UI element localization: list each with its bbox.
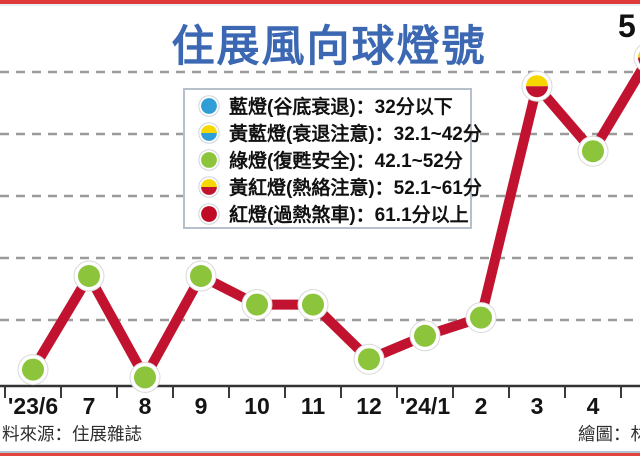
legend-label: 黃藍燈(衰退注意)：32.1~42分 <box>229 124 482 145</box>
legend-item-blue: 藍燈(谷底衰退)：32分以下 <box>198 92 470 119</box>
data-point-marker <box>134 366 156 389</box>
data-point-marker-top <box>526 75 548 87</box>
source-text: 料來源：住展雜誌 <box>2 424 142 444</box>
x-axis-label: 11 <box>301 393 326 419</box>
credit-text: 繪圖：林 <box>578 424 640 444</box>
data-point-marker <box>78 265 100 287</box>
legend-label: 紅燈(過熱煞車)：61.1分以上 <box>229 205 469 226</box>
data-point-marker <box>22 358 44 381</box>
x-axis-label: 10 <box>244 393 270 419</box>
legend-item-yellow-red: 黃紅燈(熱絡注意)：52.1~61分 <box>198 173 482 200</box>
x-axis-label: 7 <box>83 393 96 419</box>
data-point-marker <box>302 293 324 316</box>
data-point-marker <box>246 293 268 316</box>
x-axis-label: 3 <box>531 393 544 419</box>
truncated-data-label: 5 <box>618 8 636 44</box>
top-border-accent <box>0 4 640 6</box>
data-point-marker <box>190 265 212 287</box>
top-border <box>0 0 640 4</box>
legend-label: 黃紅燈(熱絡注意)：52.1~61分 <box>229 178 482 199</box>
data-point-ring <box>633 44 640 71</box>
data-point-marker <box>358 348 380 371</box>
legend-item-yellow-blue: 黃藍燈(衰退注意)：32.1~42分 <box>198 119 482 146</box>
x-axis-label: 9 <box>195 393 208 419</box>
chart-series-layer: '23/6 7 8 9 10 11 12 '24/1 2 3 4 <box>4 44 640 419</box>
data-point-marker-bottom <box>526 86 548 98</box>
x-axis-label: '23/6 <box>8 393 58 419</box>
legend-item-green: 綠燈(復甦安全)：42.1~52分 <box>198 146 470 173</box>
green-light-icon <box>198 148 220 171</box>
chart-title: 住展風向球燈號 <box>171 23 487 71</box>
x-axis-label: 8 <box>139 393 152 419</box>
x-axis-label: 12 <box>356 393 382 419</box>
data-point-marker <box>470 306 492 329</box>
bottom-border <box>0 453 640 456</box>
data-point-marker <box>414 324 436 347</box>
legend-label: 綠燈(復甦安全)：42.1~52分 <box>229 151 463 172</box>
legend-box: 藍燈(谷底衰退)：32分以下 黃藍燈(衰退注意)：32.1~42分 綠燈(復甦安… <box>183 88 482 229</box>
red-light-icon <box>198 202 220 225</box>
bottom-border-accent <box>0 451 640 453</box>
yellow-blue-light-icon <box>198 121 220 144</box>
x-axis-label: '24/1 <box>400 393 450 419</box>
data-point-marker <box>582 140 604 163</box>
blue-light-icon <box>198 94 220 117</box>
x-axis-label: 2 <box>475 393 488 419</box>
legend-item-red: 紅燈(過熱煞車)：61.1分以上 <box>198 200 470 227</box>
x-axis-label: 4 <box>587 393 600 419</box>
legend-label: 藍燈(谷底衰退)：32分以下 <box>229 97 453 118</box>
yellow-red-light-icon <box>198 175 220 198</box>
